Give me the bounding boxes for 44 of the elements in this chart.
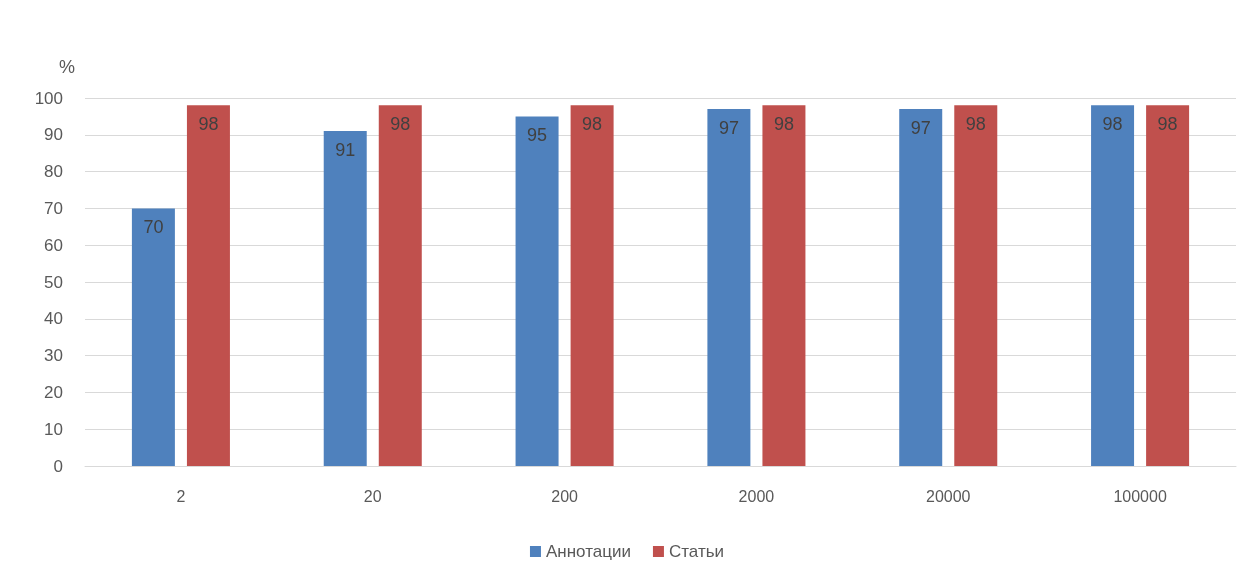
x-tick-label: 200: [551, 487, 579, 505]
x-tick-label: 20000: [926, 487, 971, 505]
data-label: 95: [527, 125, 548, 146]
data-label: 97: [718, 118, 739, 139]
data-label: 70: [143, 217, 164, 238]
y-tick-label: 40: [44, 309, 63, 329]
x-tick-label: 2: [176, 487, 186, 505]
legend-label: Аннотации: [545, 542, 631, 561]
x-tick-label: 20: [363, 487, 382, 505]
data-label: 98: [198, 114, 219, 135]
bar: [186, 105, 230, 466]
y-axis-title: %: [58, 57, 75, 77]
bar: [323, 131, 367, 466]
bar: [762, 105, 806, 466]
x-tick-label: 100000: [1113, 487, 1167, 505]
bar: [899, 109, 943, 466]
data-label: 98: [1157, 114, 1178, 135]
bar: [515, 116, 559, 466]
bar: [378, 105, 422, 466]
data-label: 98: [1102, 114, 1123, 135]
legend-label: Статьи: [668, 542, 725, 561]
y-tick-label: 70: [44, 198, 63, 218]
data-label: 98: [582, 114, 603, 135]
data-label: 97: [910, 118, 931, 139]
bar: [570, 105, 614, 466]
bar: [1146, 105, 1190, 466]
y-tick-label: 80: [44, 162, 63, 182]
y-tick-label: 90: [44, 125, 63, 145]
x-tick-label: 2000: [738, 487, 775, 505]
bar: [954, 105, 998, 466]
data-label: 98: [965, 114, 986, 135]
data-label: 98: [390, 114, 411, 135]
y-tick-label: 60: [44, 235, 63, 255]
bar: [131, 208, 175, 466]
y-tick-label: 20: [44, 382, 63, 402]
bar: [1091, 105, 1135, 466]
data-label: 91: [335, 140, 356, 161]
y-tick-label: 0: [53, 456, 63, 476]
y-tick-label: 50: [44, 272, 63, 292]
bar: [707, 109, 751, 466]
y-tick-label: 10: [44, 419, 63, 439]
y-tick-label: 100: [34, 88, 63, 108]
y-tick-label: 30: [44, 346, 63, 366]
data-label: 98: [773, 114, 794, 135]
